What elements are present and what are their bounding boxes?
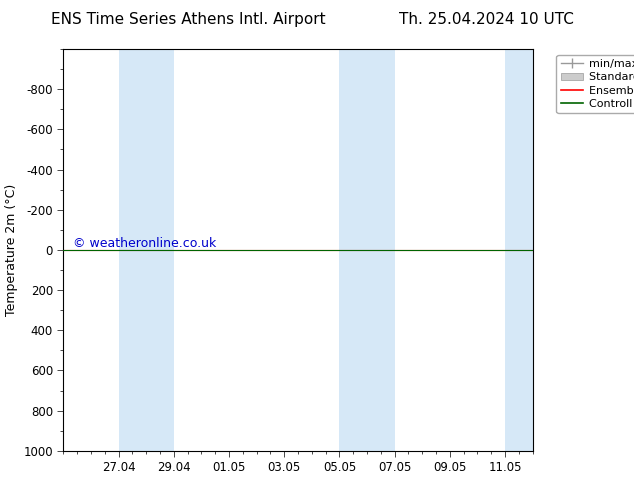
- Text: Th. 25.04.2024 10 UTC: Th. 25.04.2024 10 UTC: [399, 12, 574, 27]
- Bar: [505, 49, 533, 451]
- Text: ENS Time Series Athens Intl. Airport: ENS Time Series Athens Intl. Airport: [51, 12, 325, 27]
- Text: © weatheronline.co.uk: © weatheronline.co.uk: [73, 237, 216, 250]
- Bar: [119, 49, 174, 451]
- Legend: min/max, Standard deviation, Ensemble mean run, Controll run: min/max, Standard deviation, Ensemble me…: [557, 54, 634, 114]
- Bar: [339, 49, 394, 451]
- Y-axis label: Temperature 2m (°C): Temperature 2m (°C): [5, 184, 18, 316]
